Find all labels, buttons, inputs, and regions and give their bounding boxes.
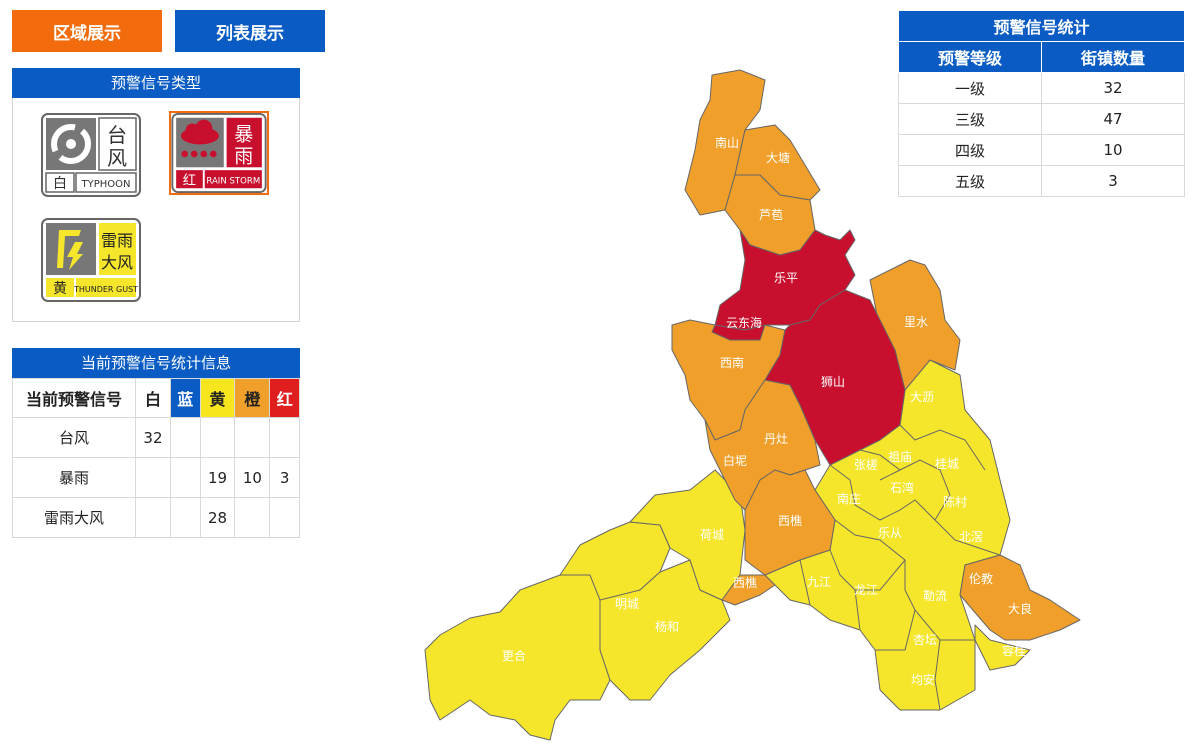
- list-view-button[interactable]: 列表展示: [175, 10, 325, 52]
- map-region-lunjiao-daliang[interactable]: [959, 554, 1081, 641]
- rainstorm-icon[interactable]: 暴 雨 红 RAIN STORM: [169, 111, 269, 195]
- current-stats-table: 当前预警信号 白 蓝 黄 橙 红 台风 32 暴雨 19 10 3 雷雨大风: [12, 378, 300, 538]
- svg-text:暴: 暴: [234, 124, 253, 146]
- map-label: 伦教: [969, 571, 993, 586]
- typhoon-icon[interactable]: 台 风 白 TYPHOON: [41, 113, 141, 197]
- map-label: 大良: [1008, 601, 1032, 616]
- map-label: 杨和: [655, 619, 679, 634]
- map-label: 容桂: [1002, 643, 1026, 658]
- map-label: 桂城: [935, 456, 959, 471]
- svg-text:白: 白: [53, 176, 67, 192]
- warning-count-panel: 预警信号统计 预警等级 街镇数量 一级 32 三级 47 四级 10 五级 3: [898, 10, 1185, 197]
- table-row: 暴雨 19 10 3: [12, 457, 300, 498]
- map-label: 明城: [615, 597, 639, 611]
- map-labels: 南山 大塘 芦苞 乐平 云东海 里水 西南 狮山 大沥 丹灶 白坭 西樵 荷城 …: [502, 135, 1032, 687]
- map-label: 狮山: [821, 375, 845, 389]
- table-row: 五级 3: [898, 165, 1185, 197]
- map-label: 均安: [911, 672, 935, 687]
- map-region-mingcheng[interactable]: [559, 521, 671, 601]
- svg-text:大风: 大风: [101, 253, 133, 272]
- map-label: 荷城: [700, 528, 724, 542]
- current-stats-panel: 当前预警信号统计信息 当前预警信号 白 蓝 黄 橙 红 台风 32 暴雨 19 …: [12, 348, 300, 538]
- svg-text:红: 红: [183, 172, 196, 188]
- map-label: 云东海: [726, 315, 762, 330]
- map-region-yundonghai[interactable]: [711, 324, 766, 341]
- svg-text:TYPHOON: TYPHOON: [81, 179, 131, 190]
- map-label: 西南: [720, 355, 744, 370]
- map-region-xiqiao[interactable]: [744, 469, 836, 576]
- map-label: 乐从: [878, 526, 902, 540]
- svg-text:雨: 雨: [234, 146, 253, 168]
- map-label: 龙江: [854, 583, 878, 597]
- map-label: 南山: [715, 135, 739, 150]
- header-white: 白: [135, 378, 171, 418]
- header-red: 红: [269, 378, 300, 418]
- map-label: 陈村: [943, 494, 967, 509]
- map-region-gengehe[interactable]: [424, 574, 611, 741]
- svg-text:风: 风: [107, 146, 127, 170]
- map-label: 西樵: [733, 575, 757, 590]
- map-label: 乐平: [774, 271, 798, 285]
- map-label: 祖庙: [888, 449, 912, 464]
- header-yellow: 黄: [199, 378, 236, 418]
- map-label: 杏坛: [913, 633, 937, 647]
- map-label: 九江: [807, 575, 831, 589]
- thunder-gust-icon[interactable]: 雷雨 大风 黄 THUNDER GUST: [41, 218, 141, 302]
- table-row: 雷雨大风 28: [12, 497, 300, 538]
- area-view-button[interactable]: 区域展示: [12, 10, 162, 52]
- header-blue: 蓝: [169, 378, 201, 418]
- map-label: 大塘: [766, 150, 790, 165]
- map-label: 张槎: [854, 457, 878, 472]
- map-label: 里水: [904, 315, 928, 329]
- map-label: 白坭: [723, 453, 747, 468]
- table-row: 四级 10: [898, 134, 1185, 166]
- warning-count-title: 预警信号统计: [898, 10, 1185, 42]
- svg-text:雷雨: 雷雨: [101, 231, 133, 250]
- map-region-danzao-baini[interactable]: [704, 379, 821, 511]
- current-stats-title: 当前预警信号统计信息: [12, 348, 300, 378]
- svg-text:黄: 黄: [53, 280, 67, 297]
- table-row: 一级 32: [898, 72, 1185, 104]
- map-label: 南庄: [837, 491, 861, 506]
- map-label: 丹灶: [764, 432, 788, 446]
- warning-count-table: 预警信号统计 预警等级 街镇数量 一级 32 三级 47 四级 10 五级 3: [898, 10, 1185, 197]
- map-region-shishan[interactable]: [764, 289, 906, 466]
- svg-text:THUNDER GUST: THUNDER GUST: [73, 285, 138, 294]
- map-label: 更合: [502, 648, 526, 663]
- map-label: 西樵: [778, 513, 802, 528]
- header-count: 街镇数量: [1041, 41, 1185, 73]
- map-label: 勒流: [923, 589, 947, 603]
- table-row: 台风 32: [12, 417, 300, 458]
- svg-text:台: 台: [107, 123, 127, 147]
- map-label: 石湾: [890, 480, 914, 495]
- map-region-yanghe[interactable]: [599, 559, 731, 701]
- map-label: 北滘: [959, 530, 983, 544]
- header-orange: 橙: [234, 378, 271, 418]
- signal-type-title: 预警信号类型: [12, 68, 300, 98]
- signal-type-panel: 预警信号类型 台 风 白 TYPHOON 暴 雨: [12, 68, 300, 322]
- map-label: 大沥: [910, 390, 934, 404]
- svg-text:RAIN STORM: RAIN STORM: [206, 176, 260, 186]
- map-label: 芦苞: [759, 208, 783, 222]
